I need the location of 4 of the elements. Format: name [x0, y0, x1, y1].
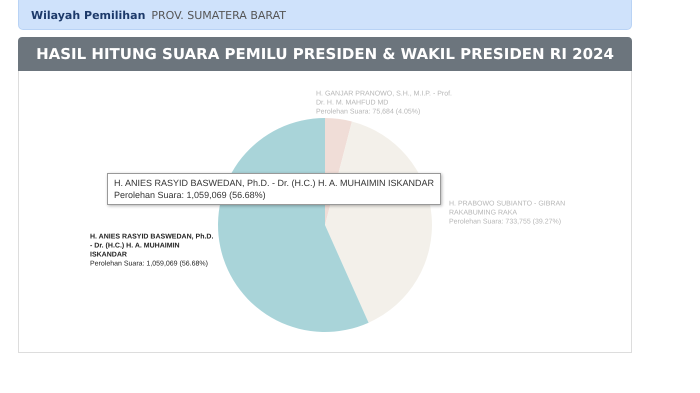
text: Wilayah Pemilihan — [31, 9, 146, 22]
text: PROV. SUMATERA BARAT — [151, 9, 286, 22]
chart-title: HASIL HITUNG SUARA PEMILU PRESIDEN & WAKIL PRESIDEN RI 2024 — [18, 37, 632, 71]
text: H. ANIES RASYID BASWEDAN, Ph.D. - Dr. (H.C.) H. A. MUHAIMIN ISKANDAR Perolehan Suara: 1,059,069 (56.68%) — [114, 177, 434, 201]
